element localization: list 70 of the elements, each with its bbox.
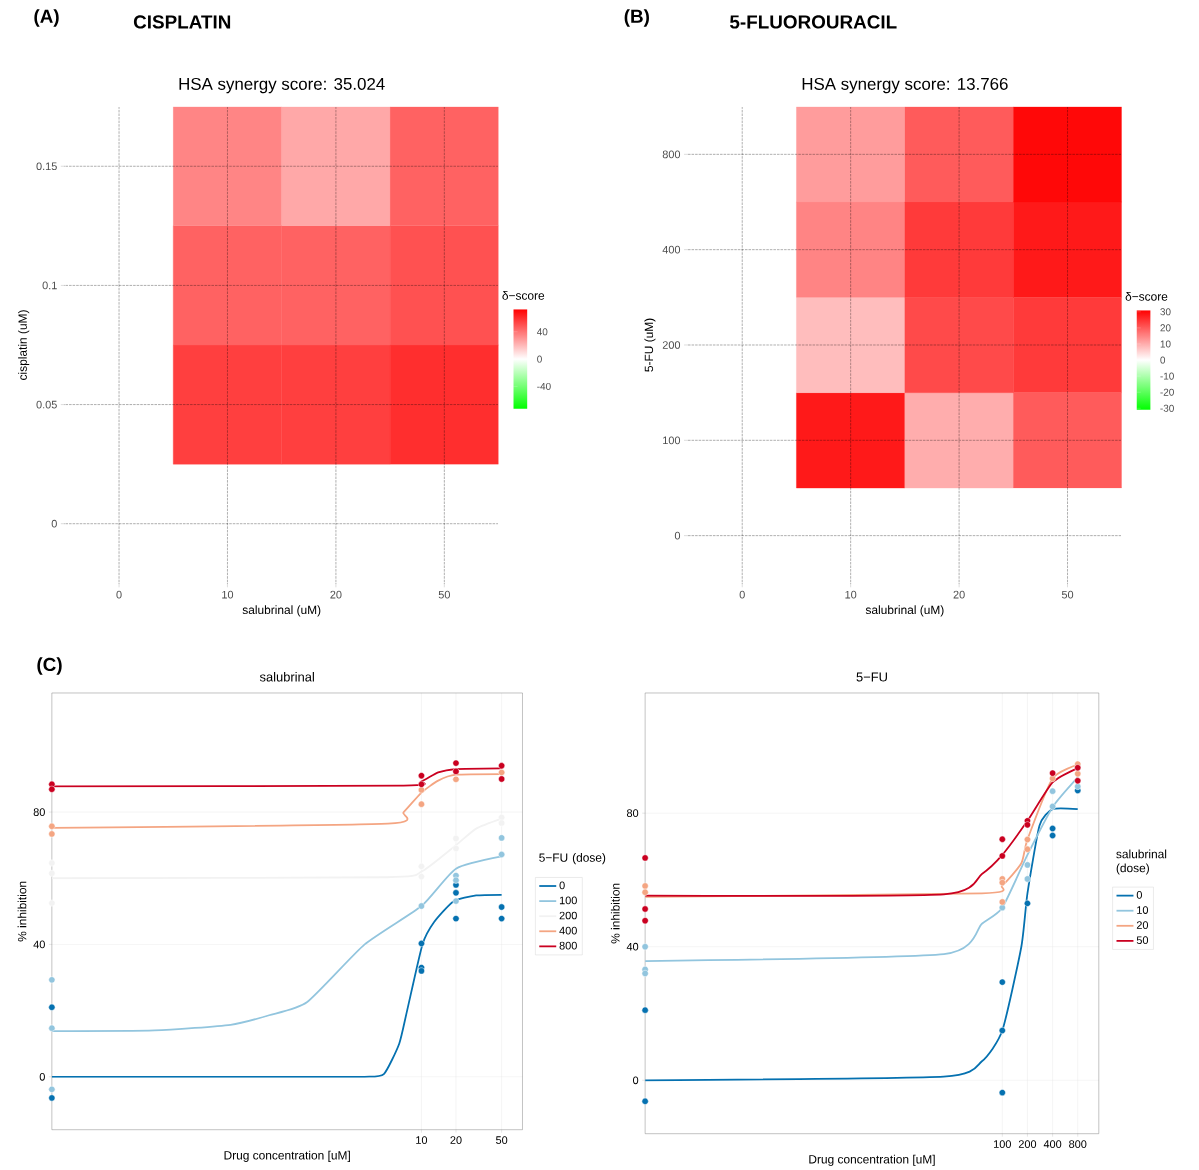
y-axis-title: % inhibition xyxy=(610,883,620,944)
x-tick-label: 100 xyxy=(994,1140,1011,1149)
color-bar-title: δ−score xyxy=(502,291,545,300)
y-axis-title: % inhibition xyxy=(17,881,27,942)
y-tick-label: 40 xyxy=(626,943,639,951)
y-tick-label: 800 xyxy=(662,150,681,159)
color-bar-label: 30 xyxy=(1160,308,1171,316)
x-tick-label: 800 xyxy=(1069,1140,1087,1149)
x-tick-label: 20 xyxy=(450,1136,462,1145)
x-tick-label: 0 xyxy=(116,591,122,599)
legend-label: 100 xyxy=(559,896,577,905)
x-tick-label: 50 xyxy=(438,591,450,599)
x-tick-label: 400 xyxy=(1043,1140,1062,1149)
color-bar-label: 0 xyxy=(1160,356,1166,364)
y-tick-label: 0 xyxy=(51,520,57,528)
legend-title: salubrinal (dose) xyxy=(1116,849,1167,875)
chart-title: 5−FU xyxy=(856,672,887,682)
text: (C) xyxy=(37,657,62,676)
x-tick-label: 50 xyxy=(1061,591,1074,599)
legend-label: 0 xyxy=(1136,891,1142,900)
legend-label: 20 xyxy=(1136,921,1149,930)
y-tick-label: 0 xyxy=(674,531,681,540)
x-tick-label: 10 xyxy=(845,591,857,599)
chart-subtitle: HSA synergy score: 35.024 xyxy=(179,78,385,94)
x-tick-label: 50 xyxy=(495,1136,508,1145)
y-tick-label: 0.1 xyxy=(42,281,57,290)
x-tick-label: 20 xyxy=(330,591,342,599)
y-tick-label: 0 xyxy=(633,1076,639,1085)
chart-title: salubrinal xyxy=(259,672,314,682)
x-axis-title: Drug concentration [uM] xyxy=(224,1150,350,1163)
y-tick-label: 40 xyxy=(33,940,45,949)
legend-label: 800 xyxy=(559,942,577,950)
color-bar-title: δ−score xyxy=(1125,292,1168,301)
x-axis-title: salubrinal (uM) xyxy=(865,605,944,617)
legend-label: 10 xyxy=(1137,906,1149,915)
y-tick-label: 0.15 xyxy=(36,162,57,171)
color-bar-label: -30 xyxy=(1160,404,1174,412)
x-tick-label: 200 xyxy=(1018,1140,1037,1149)
text: (B) xyxy=(624,9,649,27)
y-tick-label: 0.05 xyxy=(36,400,57,409)
legend-label: 50 xyxy=(1136,936,1149,945)
legend-title: 5−FU (dose) xyxy=(539,853,606,865)
color-bar-label: 40 xyxy=(536,328,548,336)
chart-subtitle: HSA synergy score: 13.766 xyxy=(802,78,1008,94)
text: (A) xyxy=(34,9,59,27)
y-tick-label: 100 xyxy=(663,436,681,445)
color-bar-label: -10 xyxy=(1160,372,1174,380)
legend-label: 200 xyxy=(559,911,577,920)
y-axis-title: 5-FU (uM) xyxy=(644,318,656,372)
y-tick-label: 400 xyxy=(662,246,681,254)
color-bar-label: 0 xyxy=(537,355,542,363)
y-tick-label: 80 xyxy=(626,809,639,818)
x-tick-label: 0 xyxy=(739,591,745,599)
x-tick-label: 10 xyxy=(222,591,234,599)
x-axis-title: salubrinal (uM) xyxy=(242,605,321,617)
color-bar-label: 20 xyxy=(1160,324,1171,332)
chart-title: CISPLATIN xyxy=(133,15,231,29)
legend-label: 400 xyxy=(559,926,577,935)
color-bar-label: -20 xyxy=(1160,388,1174,396)
color-bar-label: 10 xyxy=(1160,340,1171,348)
y-tick-label: 80 xyxy=(33,808,45,817)
x-tick-label: 10 xyxy=(416,1136,428,1145)
y-tick-label: 0 xyxy=(39,1073,45,1081)
y-axis-title: cisplatin (uM) xyxy=(18,310,30,381)
y-tick-label: 200 xyxy=(662,341,681,350)
color-bar-label: -40 xyxy=(537,383,551,391)
x-axis-title: Drug concentration [uM] xyxy=(809,1154,935,1167)
chart-title: 5-FLUOROURACIL xyxy=(729,15,897,29)
x-tick-label: 20 xyxy=(953,591,965,599)
legend-label: 0 xyxy=(559,881,565,890)
